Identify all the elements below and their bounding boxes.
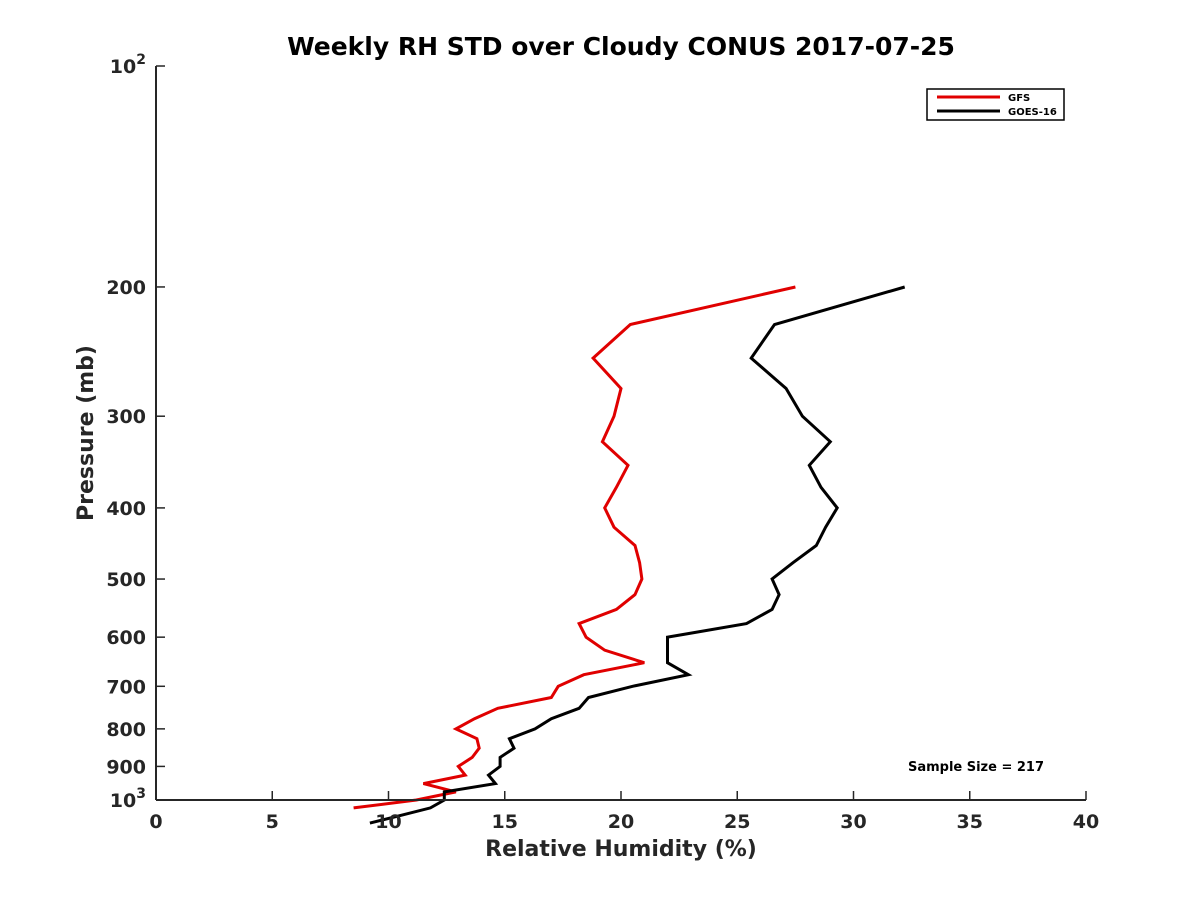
y-axis-ticks: 102 200 300 400 500 600 700 800 900 103 <box>106 52 165 812</box>
y-tick-label: 900 <box>106 756 146 778</box>
sample-size-annotation: Sample Size = 217 <box>908 760 1044 775</box>
y-tick-label: 200 <box>106 277 146 299</box>
y-tick-label: 300 <box>106 406 146 428</box>
legend: GFS GOES-16 <box>926 88 1065 121</box>
x-tick-label: 30 <box>840 811 866 833</box>
y-tick-label: 500 <box>106 569 146 591</box>
plot-area <box>353 285 906 825</box>
y-tick-label: 600 <box>106 627 146 649</box>
x-tick-label: 40 <box>1073 811 1099 833</box>
x-axis-label: Relative Humidity (%) <box>485 837 757 862</box>
y-tick-label: 800 <box>106 719 146 741</box>
y-tick-label: 102 <box>110 52 146 78</box>
chart-title: Weekly RH STD over Cloudy CONUS 2017-07-… <box>287 32 955 61</box>
x-tick-label: 20 <box>608 811 634 833</box>
x-tick-label: 15 <box>492 811 518 833</box>
x-tick-label: 35 <box>957 811 983 833</box>
x-tick-label: 0 <box>149 811 162 833</box>
y-axis-label: Pressure (mb) <box>74 345 99 521</box>
y-tick-label: 700 <box>106 676 146 698</box>
y-tick-label: 103 <box>110 786 146 812</box>
y-tick-label: 400 <box>106 498 146 520</box>
x-tick-label: 10 <box>375 811 401 833</box>
legend-label-gfs: GFS <box>1008 93 1030 104</box>
x-tick-label: 25 <box>724 811 750 833</box>
x-tick-label: 5 <box>266 811 279 833</box>
legend-box <box>926 88 1065 121</box>
x-axis-ticks: 0 5 10 15 20 25 30 35 40 <box>149 791 1099 833</box>
series-line-gfs <box>353 285 796 810</box>
legend-label-goes16: GOES-16 <box>1008 107 1057 118</box>
series-line-goes16 <box>369 285 906 825</box>
